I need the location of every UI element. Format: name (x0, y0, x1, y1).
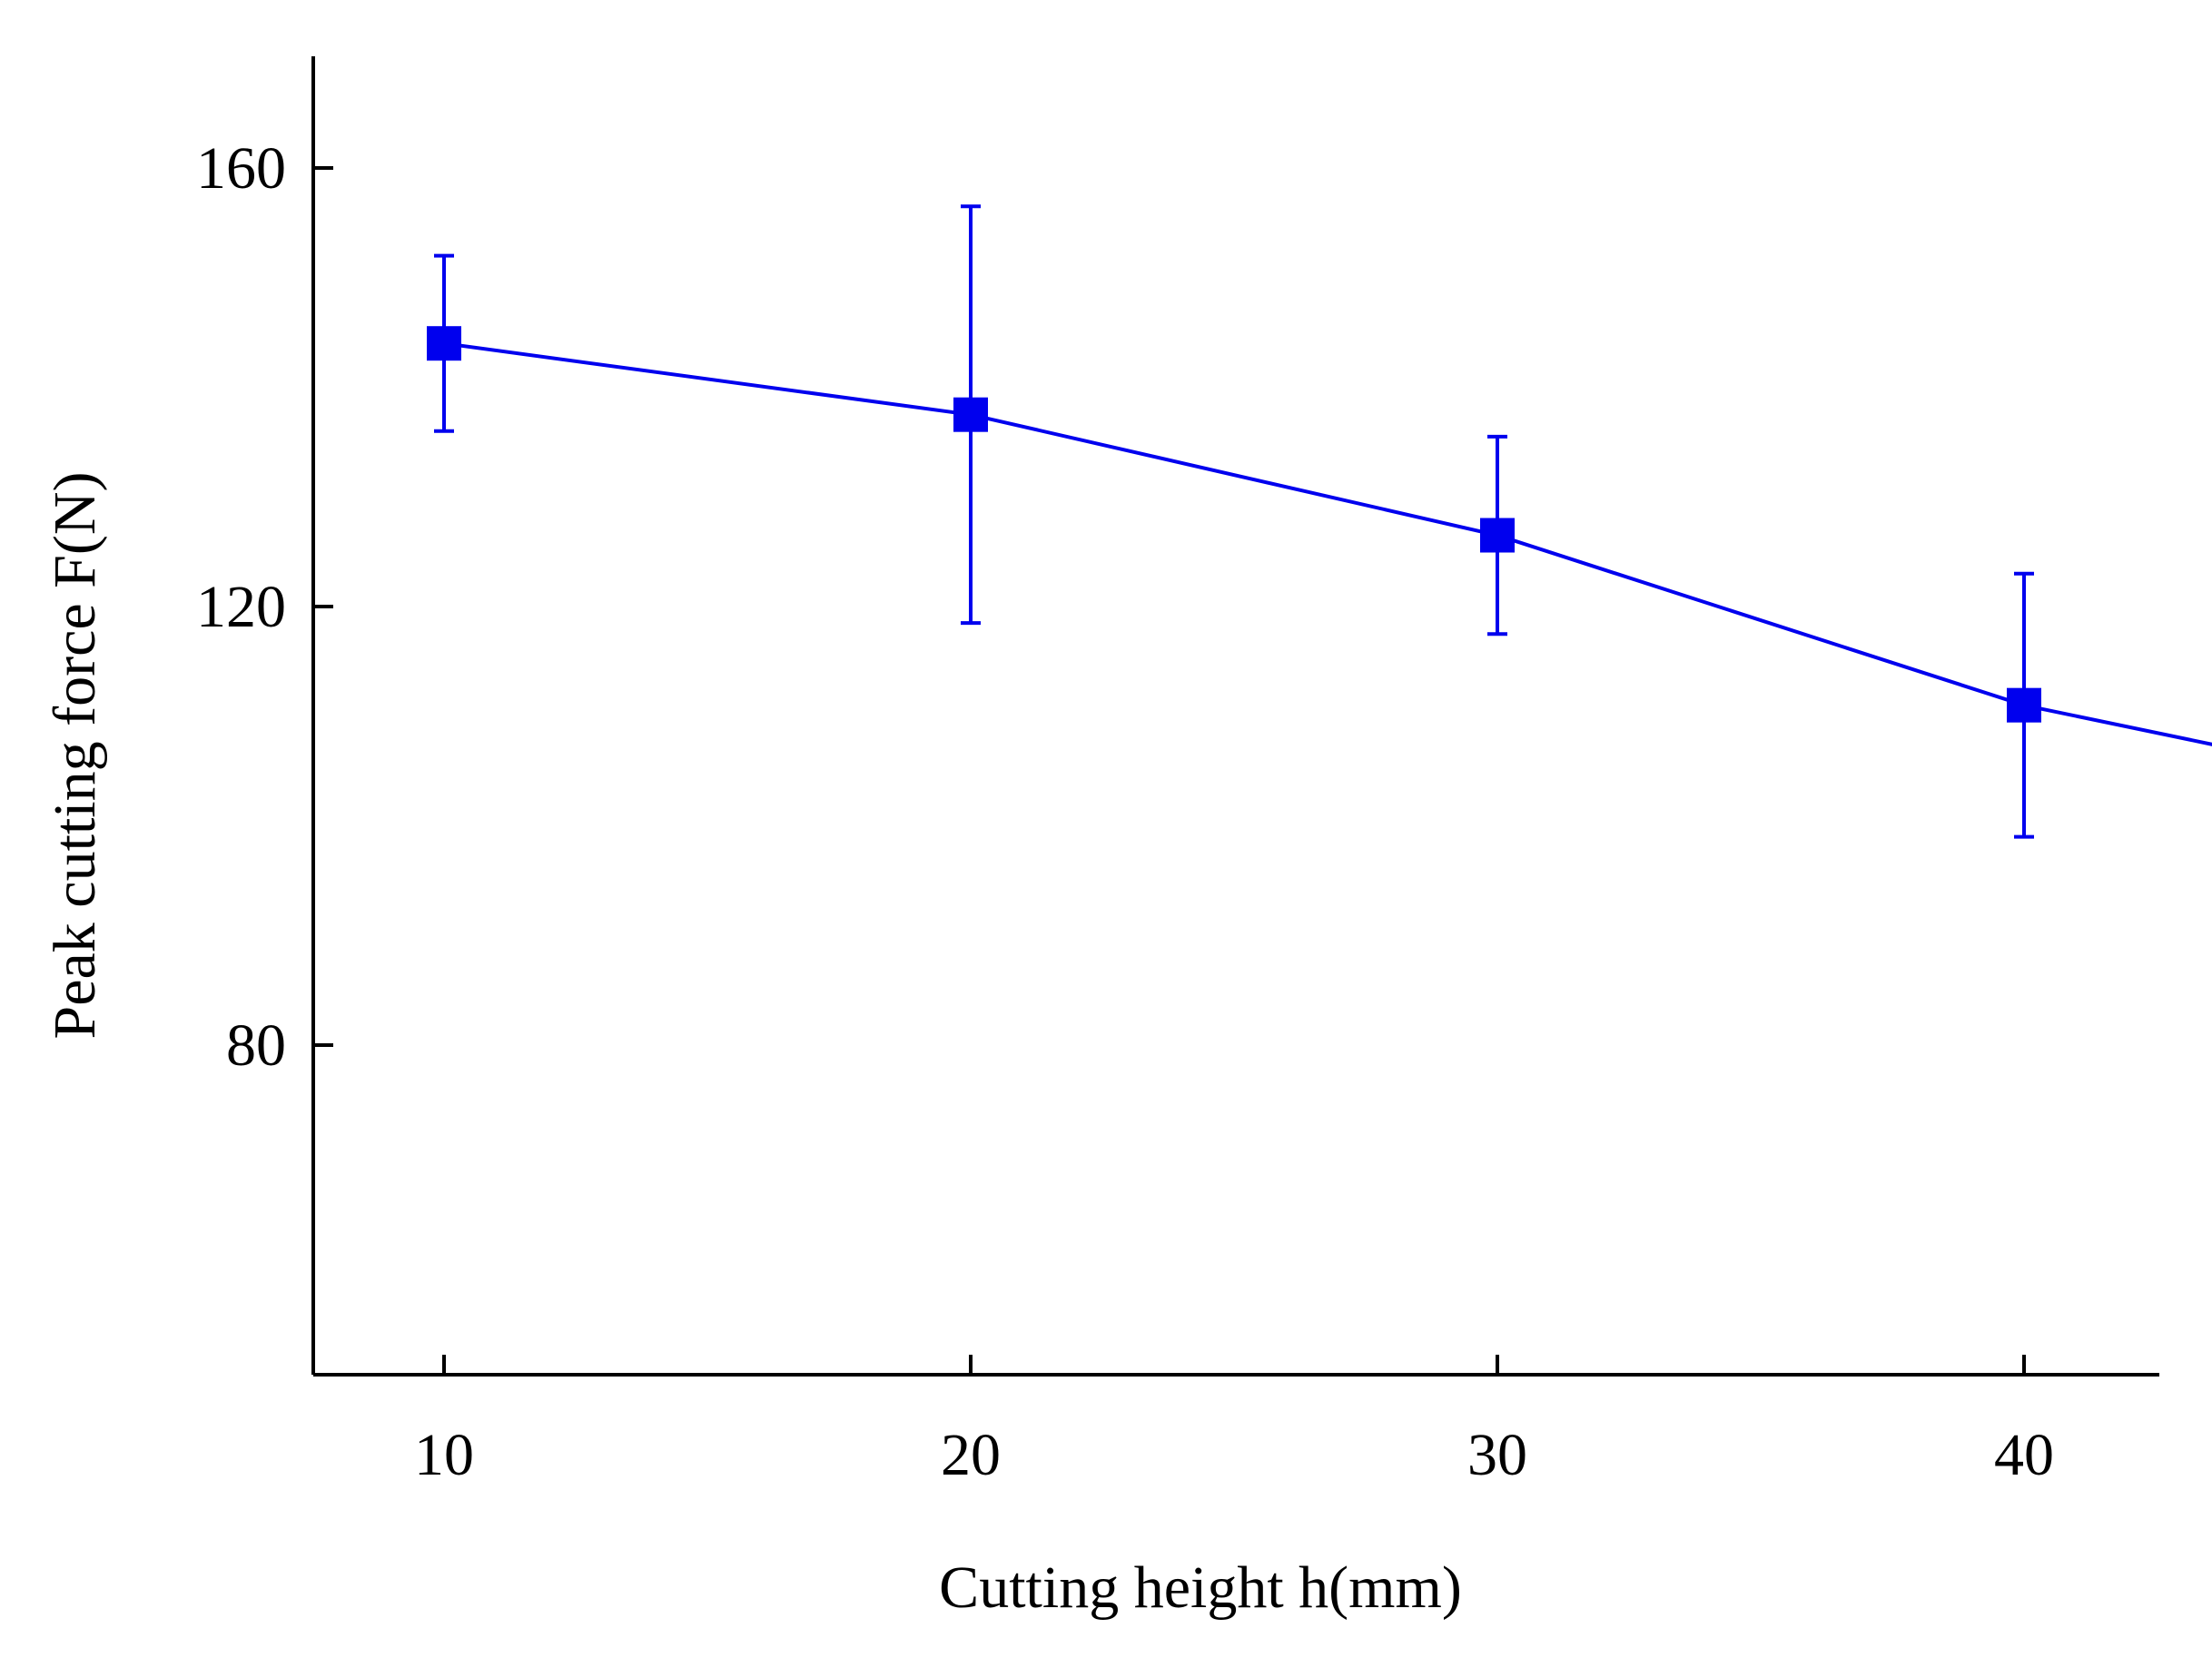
y-tick-label: 160 (196, 135, 286, 202)
series (427, 204, 2212, 839)
data-point-marker (427, 326, 461, 361)
x-ticks: 10203040506070 (414, 1355, 2054, 1488)
data-point-marker (2007, 687, 2041, 723)
y-axis-title: Peak cutting force F(N) (42, 472, 108, 1040)
y-tick-label: 80 (226, 1012, 286, 1079)
data-point-marker (953, 397, 988, 432)
axes (311, 56, 2159, 1377)
x-tick-label: 30 (1467, 1422, 1527, 1488)
x-tick-label: 20 (941, 1422, 1001, 1488)
y-ticks: 80 120 160 (196, 135, 333, 1079)
x-tick-label: 40 (1994, 1422, 2054, 1488)
series-line (443, 341, 2212, 746)
y-tick-label: 120 (196, 574, 286, 640)
data-point-marker (1480, 518, 1515, 553)
x-axis-title: Cutting height h(mm) (939, 1554, 1462, 1621)
x-tick-label: 10 (414, 1422, 474, 1488)
